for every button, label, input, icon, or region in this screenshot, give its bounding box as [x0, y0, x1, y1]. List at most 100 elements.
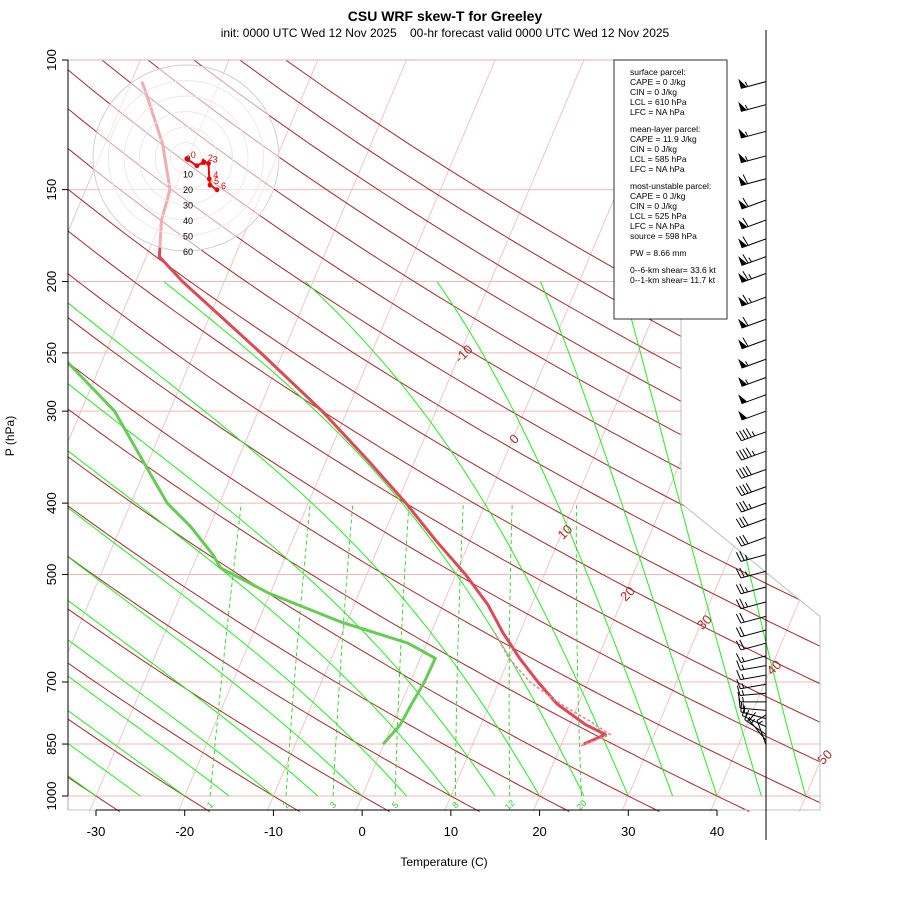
barb-flag — [738, 78, 747, 89]
dry-adiabat-line — [68, 60, 820, 812]
barb-full — [742, 534, 749, 544]
info-line: LFC = NA hPa — [630, 107, 685, 117]
isotherm-label: 50 — [814, 747, 835, 768]
wind-barb — [735, 447, 767, 461]
barb-staff — [740, 674, 767, 681]
hodograph-ring-label: 30 — [183, 201, 193, 211]
moist-adiabat-line — [68, 281, 541, 797]
barb-half — [744, 554, 749, 560]
dry-adiabat-line — [239, 60, 820, 812]
barb-full — [739, 468, 746, 478]
info-line: CAPE = 11.9 J/kg — [630, 134, 697, 144]
wind-barb — [738, 217, 767, 230]
barb-flag — [738, 101, 747, 112]
barb-full — [739, 567, 745, 578]
barb-staff — [740, 642, 767, 651]
wind-barb — [735, 465, 767, 479]
barb-half — [744, 104, 749, 110]
barb-flag — [738, 128, 747, 139]
moist-adiabat-line — [68, 281, 274, 797]
dry-adiabat-line — [68, 60, 820, 812]
y-tick-label: 250 — [44, 342, 59, 364]
barb-full — [742, 270, 749, 281]
dry-adiabat-line — [68, 60, 820, 812]
barb-flag — [738, 256, 748, 266]
barb-flag — [738, 339, 748, 349]
dry-adiabat-line — [68, 60, 820, 812]
barb-full — [756, 714, 767, 721]
barb-half — [745, 361, 749, 366]
wind-barb — [736, 685, 767, 696]
barb-staff — [741, 358, 767, 369]
wind-barb — [738, 197, 767, 210]
barb-full — [741, 705, 746, 716]
x-tick-label: 0 — [359, 824, 366, 839]
info-line: PW = 8.66 mm — [630, 248, 686, 258]
wind-barb — [736, 669, 767, 681]
wind-barb — [738, 270, 767, 283]
isotherm-label: 40 — [764, 657, 785, 678]
barb-full — [748, 712, 757, 721]
barb-staff — [741, 410, 767, 421]
moist-adiabat-line — [620, 281, 762, 797]
wind-barb — [738, 394, 767, 405]
hodograph-ring-label: 20 — [183, 185, 193, 195]
moist-adiabat-line — [304, 281, 629, 797]
y-tick-label: 400 — [44, 492, 59, 514]
hodograph-ring-label: 40 — [183, 216, 193, 226]
wind-barbs — [735, 30, 767, 840]
barb-full — [739, 430, 746, 440]
wind-barb — [738, 254, 767, 267]
barb-staff — [740, 665, 767, 671]
barb-full — [735, 431, 742, 441]
dry-adiabat-line — [68, 60, 390, 812]
barb-full — [739, 583, 745, 594]
barb-staff — [741, 377, 767, 387]
chart-subtitle: init: 0000 UTC Wed 12 Nov 2025 00-hr for… — [221, 26, 670, 40]
dry-adiabat-line — [68, 60, 480, 812]
barb-full — [735, 451, 742, 461]
barb-half — [758, 720, 763, 725]
info-line: 0--1-km shear= 11.7 kt — [630, 275, 716, 285]
mixing-ratio-label: 1 — [205, 800, 216, 811]
barb-full — [739, 517, 746, 527]
y-tick-label: 850 — [44, 733, 59, 755]
barb-staff — [741, 272, 767, 283]
isotherm-label: 20 — [617, 583, 638, 604]
x-tick-label: -10 — [264, 824, 283, 839]
barb-staff — [741, 219, 767, 230]
y-tick-label: 150 — [44, 179, 59, 201]
hodograph-point — [184, 156, 190, 162]
dewpoint-line — [68, 247, 437, 746]
barb-full — [736, 669, 741, 680]
wind-barb — [738, 236, 767, 249]
barb-half — [748, 503, 752, 509]
barb-half — [744, 571, 749, 577]
barb-full — [735, 653, 742, 663]
barb-staff — [740, 692, 767, 696]
wind-barb — [735, 626, 767, 638]
barb-flag — [738, 219, 748, 229]
barb-full — [742, 500, 749, 510]
info-line: LCL = 525 hPa — [630, 211, 687, 221]
chart-title: CSU WRF skew-T for Greeley — [348, 8, 543, 24]
barb-staff — [741, 256, 767, 267]
moist-adiabat-line — [68, 281, 186, 797]
barb-half — [751, 450, 756, 456]
moist-adiabat-line — [68, 281, 230, 797]
profiles — [68, 81, 612, 747]
barb-half — [744, 602, 749, 608]
mixing-ratio-label: 5 — [390, 800, 401, 811]
info-line: CIN = 0 J/kg — [630, 87, 677, 97]
wind-barb — [735, 583, 767, 595]
dry-adiabat-line — [68, 60, 210, 812]
y-tick-label: 100 — [44, 49, 59, 71]
barb-half — [745, 379, 749, 385]
mixing-ratio-line — [508, 503, 513, 797]
isotherm-label: 30 — [694, 612, 715, 633]
info-line: most-unstable parcel: — [630, 181, 711, 191]
barb-full — [742, 448, 749, 458]
